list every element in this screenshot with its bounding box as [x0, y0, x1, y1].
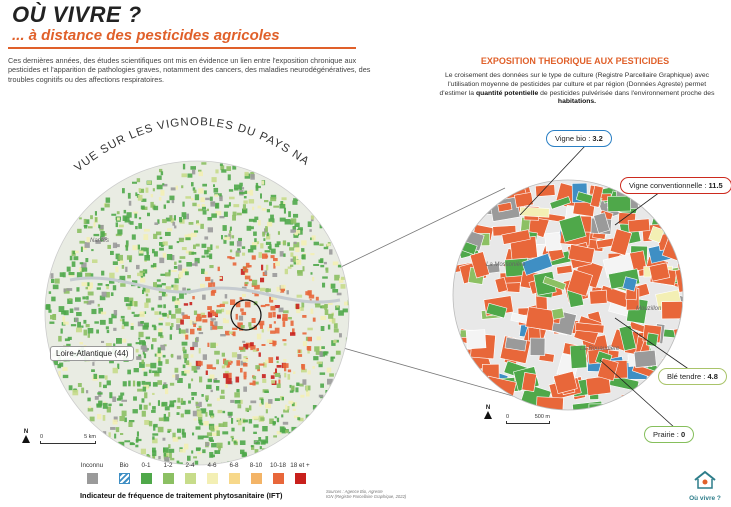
- place-mouzillon: Mouzillon: [636, 306, 662, 312]
- legend-item-10-18: 10-18: [264, 462, 292, 484]
- legend-item-0-1: 0-1: [132, 462, 160, 484]
- legend-swatch: [140, 473, 152, 484]
- legend-item-bio: Bio: [110, 462, 138, 484]
- legend-swatch: [272, 473, 284, 484]
- legend-label: 18 et +: [290, 462, 310, 469]
- page-subtitle: ... à distance des pesticides agricoles: [12, 27, 280, 44]
- exposition-text: Le croisement des données sur le type de…: [436, 72, 718, 107]
- legend-label: 6-8: [229, 462, 239, 469]
- legend-item-18-plus: 18 et +: [286, 462, 314, 484]
- legend-item-2-4: 2-4: [176, 462, 204, 484]
- sources: Sources : Agence Bio, Agreste IGN (Regis…: [326, 489, 406, 499]
- legend-title: Indicateur de fréquence de traitement ph…: [80, 491, 283, 500]
- place-la-rouaudiere: La Rouaudière: [580, 346, 620, 352]
- legend-item-8-10: 8-10: [242, 462, 270, 484]
- legend-label: 2-4: [185, 462, 195, 469]
- main-map-parcels: [45, 162, 349, 465]
- main-map-border: [44, 160, 350, 466]
- legend-label: 0-1: [141, 462, 151, 469]
- legend-swatch: [118, 473, 130, 484]
- callout-prairie-label: Prairie :: [653, 430, 681, 439]
- place-la-mossoniere: La Mossonière: [486, 262, 526, 268]
- brand-logo: Où vivre ?: [684, 470, 726, 502]
- title-divider: [8, 47, 356, 49]
- callout-ble-label: Blé tendre :: [667, 372, 708, 381]
- legend-label: Inconnu: [80, 462, 104, 469]
- legend-item-1-2: 1-2: [154, 462, 182, 484]
- legend-item-6-8: 6-8: [220, 462, 248, 484]
- brand-text: Où vivre ?: [689, 495, 721, 502]
- legend-swatch: [162, 473, 174, 484]
- main-map: [45, 161, 349, 465]
- main-north-label: N: [23, 429, 29, 435]
- house-pin-icon: [694, 470, 716, 489]
- exposition-text-part2: de pesticides pulvérisée dans l'environn…: [538, 89, 715, 97]
- legend-label: 10-18: [269, 462, 287, 469]
- pointer-bio: [519, 145, 586, 216]
- legend-item-inconnu: Inconnu: [78, 462, 106, 484]
- pointer-ble: [614, 317, 691, 371]
- zoom-scale-start: 0: [506, 414, 510, 420]
- zoom-scale-end: 500 m: [534, 414, 550, 420]
- zoom-north-arrow: N: [484, 405, 492, 419]
- legend-swatch: [206, 473, 218, 484]
- pointer-conv: [614, 191, 661, 226]
- main-scale-end: 5 km: [84, 434, 96, 440]
- callout-vigne-bio: Vigne bio : 3.2: [546, 130, 612, 147]
- callout-vigne-conventionnelle: Vigne conventionnelle : 11.5: [620, 177, 731, 194]
- callout-ble-value: 4.8: [707, 372, 718, 381]
- legend-label: 8-10: [249, 462, 263, 469]
- page-title: OÙ VIVRE ?: [12, 2, 142, 27]
- legend-label: 4-6: [207, 462, 217, 469]
- zoom-north-icon: [484, 411, 492, 419]
- place-nantes: Nantes: [90, 238, 110, 244]
- callout-bio-label: Vigne bio :: [555, 134, 593, 143]
- exposition-text-bold1: quantité potentielle: [475, 89, 539, 97]
- exposition-text-part1: Le croisement des données sur le type de…: [439, 72, 710, 97]
- legend-swatch: [250, 473, 262, 484]
- callout-prairie-value: 0: [680, 430, 686, 439]
- main-map-arc-title: VUE SUR LES VIGNOBLES DU PAYS NANTAIS: [0, 0, 312, 174]
- exposition-title: EXPOSITION THEORIQUE AUX PESTICIDES: [480, 56, 670, 66]
- callout-conv-value: 11.5: [708, 181, 723, 190]
- sources-line1: Sources : Agence Bio, Agreste: [326, 489, 383, 494]
- legend-label: Bio: [119, 462, 129, 469]
- callout-ble-tendre: Blé tendre : 4.8: [658, 368, 727, 385]
- exposition-text-bold2: habitations.: [557, 98, 597, 106]
- legend-swatch: [294, 473, 306, 484]
- legend-swatch: [228, 473, 240, 484]
- callout-prairie: Prairie : 0: [644, 426, 695, 443]
- callout-conv-label: Vigne conventionnelle :: [629, 181, 709, 190]
- sources-line2: IGN (Registre Parcellaire Graphique, 202…: [326, 494, 407, 500]
- main-north-arrow: N: [22, 429, 30, 443]
- main-north-icon: [22, 435, 30, 443]
- intro-text: Ces dernières années, des études scienti…: [8, 56, 371, 84]
- main-scale-start: 0: [40, 434, 44, 440]
- region-label: Loire-Atlantique (44): [50, 346, 135, 361]
- zoom-scale-bar: 0 500 m: [506, 414, 550, 424]
- callout-bio-value: 3.2: [592, 134, 603, 143]
- zoom-map-border: [452, 179, 684, 411]
- legend-swatch: [86, 473, 98, 484]
- main-scale-bar: 0 5 km: [40, 434, 96, 444]
- zoom-focus-circle: [230, 299, 262, 331]
- zoom-map: [453, 180, 683, 410]
- legend-item-4-6: 4-6: [198, 462, 226, 484]
- zoom-north-label: N: [485, 405, 491, 411]
- legend-swatch: [184, 473, 196, 484]
- legend-label: 1-2: [163, 462, 173, 469]
- pointer-prairie: [599, 359, 676, 429]
- zoom-map-parcels: [453, 180, 683, 410]
